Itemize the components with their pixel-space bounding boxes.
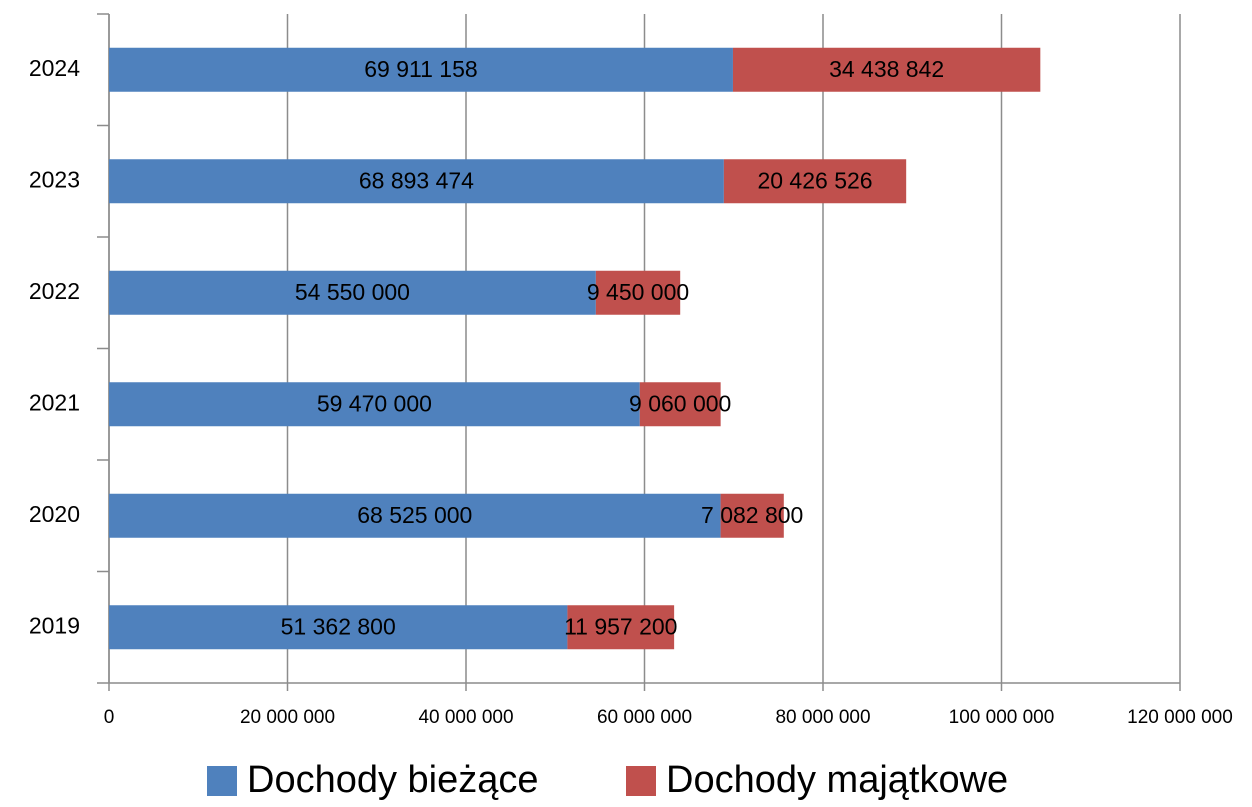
y-tick-label: 2024 — [29, 55, 80, 81]
x-tick-label: 40 000 000 — [418, 707, 513, 728]
x-tick-label: 100 000 000 — [949, 707, 1055, 728]
data-label: 69 911 158 — [364, 56, 477, 82]
x-tick-label: 80 000 000 — [775, 707, 870, 728]
data-label: 7 082 800 — [701, 502, 803, 528]
data-label: 9 450 000 — [587, 279, 689, 305]
data-label: 68 525 000 — [357, 502, 472, 528]
bar-segment — [109, 270, 596, 315]
y-tick-label: 2023 — [29, 166, 80, 192]
bar-segment — [109, 605, 568, 650]
legend-swatch — [207, 766, 237, 796]
bar-segment — [723, 159, 907, 204]
bar-segment — [109, 47, 733, 92]
bar-segment — [732, 47, 1041, 92]
data-label: 20 426 526 — [757, 167, 872, 193]
bar-segment — [109, 493, 721, 538]
data-label: 68 893 474 — [359, 167, 474, 193]
data-label: 34 438 842 — [829, 56, 944, 82]
legend-label: Dochody majątkowe — [666, 759, 1008, 801]
legend-swatch — [626, 766, 656, 796]
x-tick-label: 120 000 000 — [1127, 707, 1233, 728]
y-tick-label: 2020 — [29, 501, 80, 527]
y-tick-label: 2019 — [29, 612, 80, 638]
x-tick-label: 20 000 000 — [240, 707, 335, 728]
x-tick-label: 60 000 000 — [597, 707, 692, 728]
bar-segment — [639, 382, 721, 427]
bar-segment — [109, 159, 724, 204]
bar-segment — [595, 270, 681, 315]
legend-label: Dochody bieżące — [247, 759, 539, 801]
bar-segment — [567, 605, 675, 650]
data-label: 51 362 800 — [281, 613, 396, 639]
data-label: 59 470 000 — [317, 390, 432, 416]
y-tick-label: 2022 — [29, 278, 80, 304]
x-tick-label: 0 — [104, 707, 115, 728]
bar-segment — [720, 493, 784, 538]
data-label: 11 957 200 — [564, 613, 677, 639]
bar-segment — [109, 382, 640, 427]
data-label: 9 060 000 — [629, 390, 731, 416]
y-tick-label: 2021 — [29, 389, 80, 415]
data-label: 54 550 000 — [295, 279, 410, 305]
